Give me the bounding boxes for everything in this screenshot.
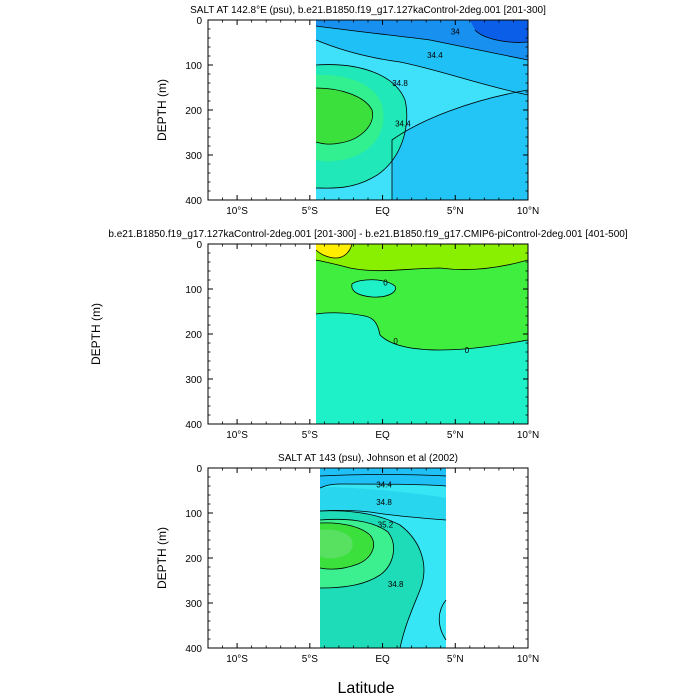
- panel-1-ylabel: DEPTH (m): [155, 79, 169, 141]
- panel-2-contour: [315, 312, 528, 351]
- panel-1-contour: [391, 89, 528, 200]
- y-tick-label: 200: [185, 106, 202, 117]
- contour-label: 0: [393, 337, 398, 346]
- y-tick-label: 400: [185, 196, 202, 207]
- y-tick-label: 100: [185, 285, 202, 296]
- panel-1-contour: [315, 87, 373, 145]
- panel-3-contour: [319, 522, 374, 570]
- contour-label: 35.2: [378, 520, 394, 529]
- x-tick-label: 5°S: [302, 654, 319, 665]
- x-tick-label: 5°N: [447, 430, 464, 441]
- axes-layer: 10°S 5°S EQ 5°N 10°N 0 100 200 300 400 34 34.4 34.8 3…: [185, 16, 539, 665]
- x-tick-label: EQ: [375, 206, 390, 217]
- panel-3-field-max2: [320, 529, 353, 559]
- panel-3-ylabel: DEPTH (m): [155, 527, 169, 589]
- panel-3-field-low: [320, 468, 446, 488]
- panel-3-field-upper: [320, 487, 446, 520]
- panel-1-contours: [315, 25, 528, 200]
- y-tick-label: 0: [196, 464, 202, 475]
- y-tick-label: 100: [185, 509, 202, 520]
- contour-label: 34.4: [395, 120, 411, 129]
- y-tick-label: 200: [185, 554, 202, 565]
- x-tick-label: 5°N: [447, 206, 464, 217]
- panel-3-contour: [438, 599, 447, 641]
- y-tick-label: 300: [185, 375, 202, 386]
- panel-3-title: SALT AT 143 (psu), Johnson et al (2002): [278, 453, 458, 464]
- x-tick-label: EQ: [375, 654, 390, 665]
- panel-3-contour: [319, 483, 447, 489]
- panel-1-field-deep-east: [392, 90, 528, 200]
- contour-label: 34.4: [376, 481, 392, 490]
- contour-label: 34.8: [388, 580, 404, 589]
- panel-3-contour: [319, 474, 447, 477]
- contour-label: 0: [383, 278, 388, 287]
- panel-1-contour: [315, 64, 408, 189]
- panel-1-contour: [315, 39, 528, 96]
- panel-2-contours: [315, 244, 528, 351]
- panel-1-field-fresh: [470, 20, 528, 43]
- panel-2-fields: [315, 244, 528, 424]
- x-tick-label: EQ: [375, 430, 390, 441]
- contour-label: 0: [465, 346, 470, 355]
- contour-label: 34.8: [392, 79, 408, 88]
- panel-2: b.e21.B1850.f19_g17.127kaControl-2deg.00…: [89, 229, 628, 425]
- contour-label: 34.4: [427, 51, 443, 60]
- panel-3: SALT AT 143 (psu), Johnson et al (2002) …: [155, 453, 529, 649]
- panel-2-contour: [351, 279, 396, 298]
- contour-label: 34: [451, 27, 460, 36]
- x-tick-label: 10°S: [226, 206, 248, 217]
- panel-3-contour: [319, 518, 394, 589]
- panel-2-contour: [315, 244, 353, 259]
- panel-1-field-max: [316, 88, 373, 145]
- y-tick-label: 200: [185, 330, 202, 341]
- x-tick-label: 10°N: [517, 206, 539, 217]
- y-tick-label: 400: [185, 644, 202, 655]
- x-tick-label: 10°S: [226, 654, 248, 665]
- panel-2-ylabel: DEPTH (m): [89, 303, 103, 365]
- x-tick-label: 10°N: [517, 430, 539, 441]
- panel-3-contour: [319, 510, 425, 648]
- panel-1-title: SALT AT 142.8°E (psu), b.e21.B1850.f19_g…: [190, 5, 546, 16]
- panel-1-contour: [315, 25, 528, 61]
- panel-2-title: b.e21.B1850.f19_g17.127kaControl-2deg.00…: [108, 229, 627, 240]
- y-tick-label: 0: [196, 240, 202, 251]
- panel-1-contour: [474, 29, 528, 43]
- y-tick-label: 0: [196, 16, 202, 27]
- x-tick-label: 5°S: [302, 206, 319, 217]
- panel-2-field-zero-pos: [316, 244, 528, 271]
- panel-2-contour: [315, 259, 528, 272]
- x-tick-label: 10°S: [226, 430, 248, 441]
- y-tick-label: 300: [185, 599, 202, 610]
- figure-xlabel: Latitude: [338, 680, 395, 697]
- panel-1-fields: [315, 20, 528, 200]
- x-tick-label: 10°N: [517, 654, 539, 665]
- y-tick-label: 100: [185, 61, 202, 72]
- contour-label: 34.8: [376, 498, 392, 507]
- x-tick-label: 5°S: [302, 430, 319, 441]
- panel-3-contour: [319, 509, 447, 521]
- panel-2-field-positive: [316, 244, 352, 258]
- x-tick-label: 5°N: [447, 654, 464, 665]
- panel-3-contours: [319, 474, 447, 648]
- panel-1: SALT AT 142.8°E (psu), b.e21.B1850.f19_g…: [155, 5, 546, 201]
- y-tick-label: 300: [185, 151, 202, 162]
- y-tick-label: 400: [185, 420, 202, 431]
- panel-2-field-neg-pocket: [351, 279, 396, 298]
- panel-3-fields: [319, 468, 447, 648]
